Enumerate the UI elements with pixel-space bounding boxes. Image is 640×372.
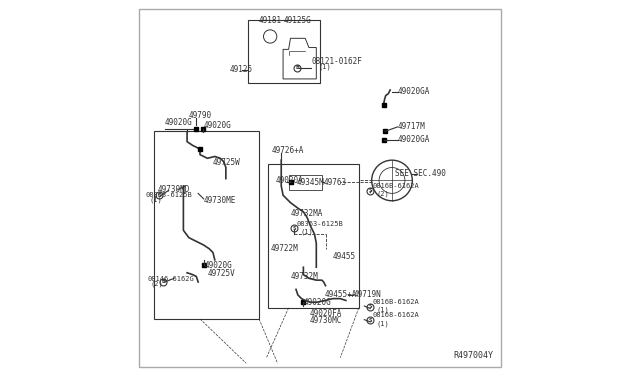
Text: 49020GA: 49020GA [397, 135, 430, 144]
Text: SEE SEC.490: SEE SEC.490 [395, 169, 445, 178]
Text: 49020FA: 49020FA [310, 309, 342, 318]
Text: (1): (1) [149, 197, 162, 203]
Text: 49020G: 49020G [304, 298, 332, 307]
Text: 49730MD: 49730MD [157, 185, 190, 194]
Circle shape [379, 167, 405, 193]
Text: 49181: 49181 [259, 16, 282, 25]
Circle shape [372, 160, 412, 201]
Text: 0816B-6162A: 0816B-6162A [372, 183, 420, 189]
Text: 49125: 49125 [230, 65, 253, 74]
Text: 49763: 49763 [324, 178, 347, 187]
Text: 08168-6162A: 08168-6162A [372, 312, 420, 318]
Text: 49717M: 49717M [397, 122, 426, 131]
Bar [268, 164, 359, 308]
Text: B: B [161, 279, 165, 285]
Text: (1): (1) [318, 64, 331, 70]
Text: 08121-0162F: 08121-0162F [312, 57, 362, 66]
Text: (1): (1) [376, 307, 389, 313]
Text: 49020A: 49020A [276, 176, 303, 185]
Text: S: S [292, 226, 296, 231]
Text: S: S [369, 188, 372, 193]
Bar [248, 20, 320, 83]
Text: 49790: 49790 [189, 111, 212, 121]
Text: 49020G: 49020G [165, 118, 193, 127]
Text: (1): (1) [300, 229, 313, 235]
Text: 49125G: 49125G [284, 16, 312, 25]
Text: 49020G: 49020G [204, 121, 232, 129]
Text: 08363-6125B: 08363-6125B [146, 192, 193, 198]
Text: S: S [369, 304, 372, 309]
Text: 49730ME: 49730ME [204, 196, 236, 205]
Text: 49726+A: 49726+A [272, 147, 305, 155]
Text: 49732M: 49732M [291, 272, 318, 281]
Circle shape [264, 30, 277, 43]
Text: (1): (1) [376, 320, 389, 327]
Text: 49732MA: 49732MA [291, 209, 323, 218]
Text: 49020GA: 49020GA [397, 87, 430, 96]
Text: 49730MC: 49730MC [310, 316, 342, 325]
Text: S: S [157, 193, 161, 198]
Text: 49345M: 49345M [297, 178, 324, 187]
Text: S: S [369, 318, 372, 323]
Text: (2): (2) [151, 280, 164, 287]
Text: 49455: 49455 [333, 251, 356, 261]
Text: B: B [295, 65, 299, 70]
Bar [154, 131, 259, 319]
Text: 49455+A: 49455+A [324, 291, 357, 299]
Text: R497004Y: R497004Y [454, 350, 493, 359]
Text: 49719N: 49719N [353, 291, 381, 299]
Bar [289, 175, 322, 190]
Text: 08146-6162G: 08146-6162G [147, 276, 194, 282]
Text: 49725V: 49725V [207, 269, 235, 278]
Text: (2): (2) [376, 191, 389, 198]
Text: 49722M: 49722M [270, 244, 298, 253]
Text: 08363-6125B: 08363-6125B [297, 221, 344, 227]
Text: 49725W: 49725W [213, 157, 241, 167]
Text: 49020G: 49020G [204, 261, 232, 270]
Text: 0816B-6162A: 0816B-6162A [372, 299, 420, 305]
